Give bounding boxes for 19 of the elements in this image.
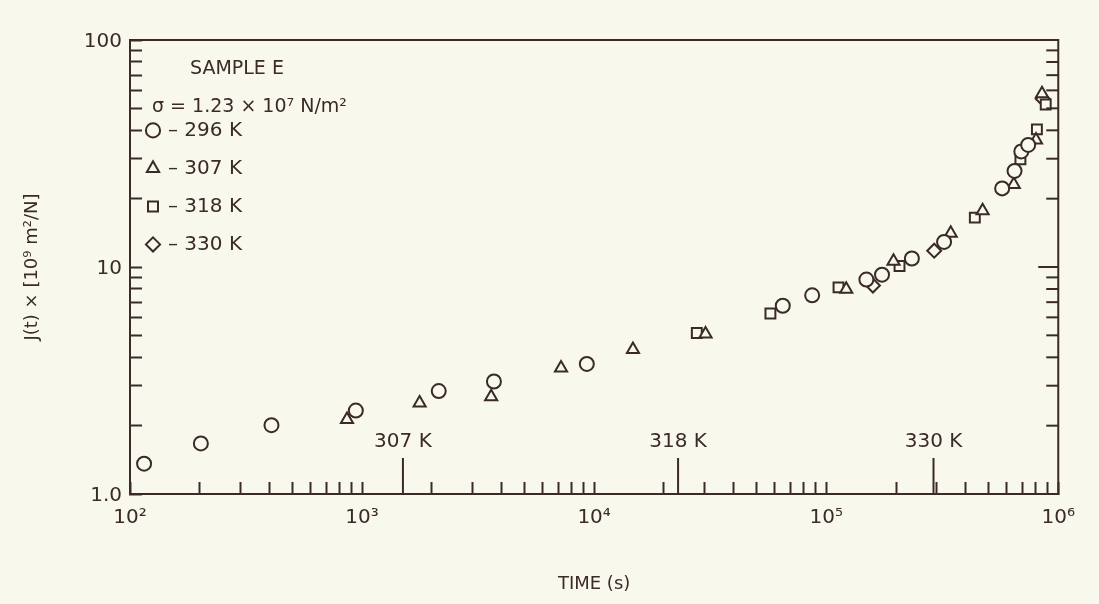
legend-label: – 330 K: [168, 230, 243, 255]
ref-line-label: 307 K: [374, 428, 433, 453]
y-axis-title: J(t) × [10⁹ m²/N]: [19, 193, 41, 341]
legend-label: – 296 K: [168, 116, 243, 141]
y-tick-label: 10: [96, 255, 122, 279]
x-tick-label: 10²: [113, 504, 147, 529]
y-tick-label: 100: [83, 28, 122, 52]
x-tick-label: 10⁴: [577, 504, 611, 529]
annotation: σ = 1.23 × 10⁷ N/m²: [152, 94, 347, 116]
annotation: SAMPLE E: [189, 55, 285, 80]
x-tick-label: 10⁵: [809, 504, 843, 529]
ref-line-label: 318 K: [649, 428, 708, 453]
y-tick-label: 1.0: [90, 482, 122, 506]
x-tick-label: 10⁶: [1041, 504, 1075, 529]
legend-label: – 318 K: [168, 192, 243, 217]
x-tick-label: 10³: [345, 504, 379, 529]
legend-label: – 307 K: [168, 154, 243, 179]
x-axis-title: TIME (s): [557, 572, 631, 593]
ref-line-label: 330 K: [904, 428, 964, 453]
